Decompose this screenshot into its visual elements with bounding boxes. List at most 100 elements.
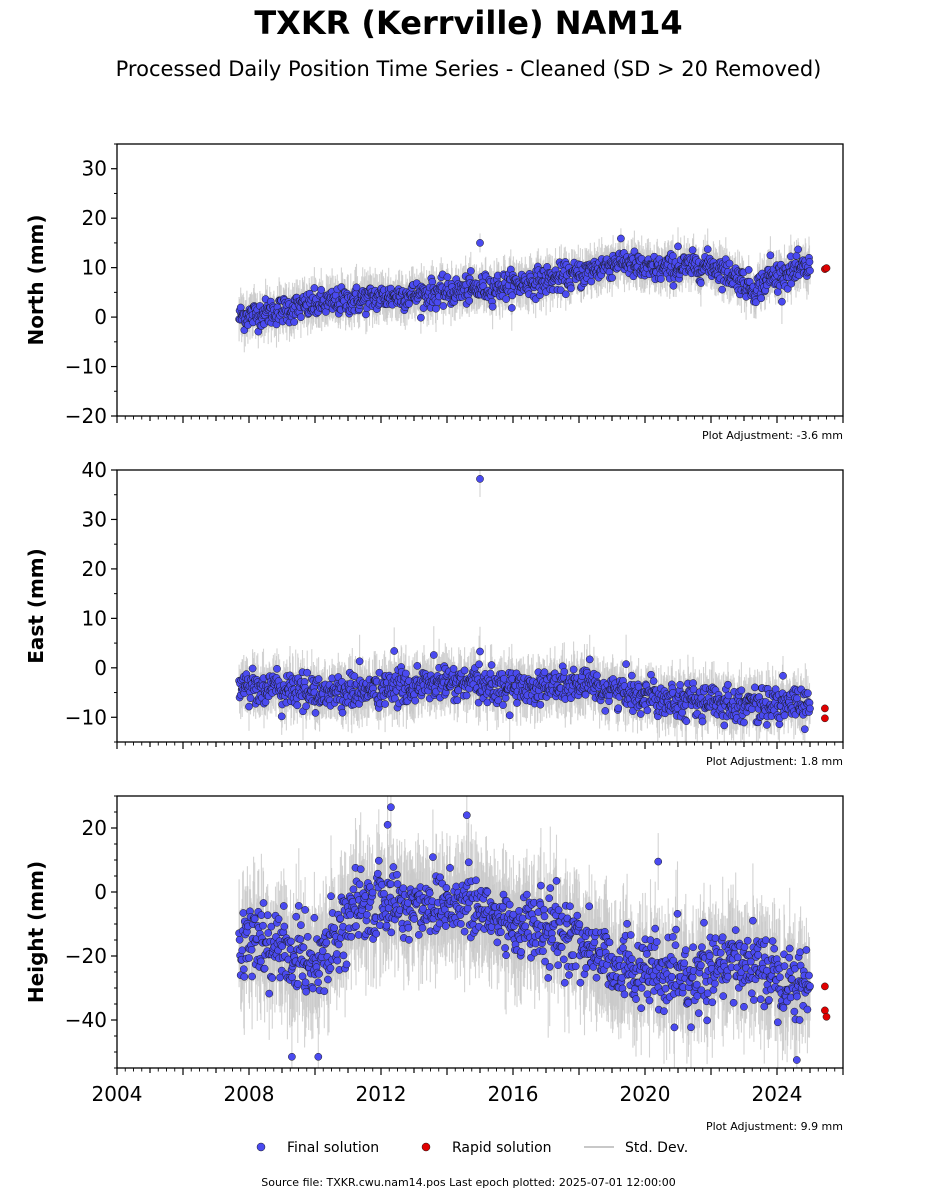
y-tick-label: 10: [82, 256, 107, 280]
final-point: [466, 267, 475, 275]
final-point: [682, 717, 691, 726]
final-point: [429, 651, 438, 659]
final-point: [724, 691, 733, 700]
final-point: [560, 667, 569, 676]
final-point: [476, 475, 484, 483]
final-point: [245, 702, 253, 711]
y-tick-label: 20: [82, 206, 107, 230]
final-point: [634, 683, 643, 691]
final-point: [454, 686, 463, 695]
final-point: [443, 273, 452, 281]
series-north: [235, 227, 831, 353]
final-point: [627, 671, 636, 680]
final-point: [806, 266, 814, 275]
final-points-north: [235, 234, 814, 336]
final-point: [413, 662, 422, 670]
final-point: [310, 284, 319, 292]
final-point: [502, 295, 510, 303]
panel-east: 40 30 20 10 0 −10 East (mm) Plot Adjustment: 1.…: [24, 458, 844, 768]
final-point: [657, 275, 665, 283]
final-point: [273, 664, 281, 673]
final-point: [536, 700, 545, 709]
final-point: [805, 258, 814, 266]
rapid-point: [821, 704, 829, 713]
final-point: [460, 666, 469, 675]
final-point: [462, 691, 471, 700]
final-point: [453, 696, 462, 705]
final-point: [622, 660, 630, 668]
final-point: [688, 246, 697, 254]
chart-subtitle: Processed Daily Position Time Series - C…: [115, 57, 822, 81]
final-point: [338, 708, 347, 717]
final-point: [390, 647, 399, 655]
final-point: [744, 266, 753, 274]
final-point: [649, 677, 658, 685]
final-point: [601, 707, 610, 715]
final-point: [794, 245, 802, 254]
final-point: [778, 297, 786, 306]
final-point: [614, 704, 623, 713]
final-point: [494, 696, 503, 705]
final-point: [352, 283, 361, 292]
final-point: [804, 689, 812, 698]
final-point: [757, 294, 766, 303]
final-point: [720, 721, 729, 730]
final-point: [402, 669, 410, 678]
y-tick-label: 20: [82, 557, 107, 581]
y-axis-label: North (mm): [24, 214, 48, 345]
y-axis-label: East (mm): [24, 548, 48, 664]
final-point: [779, 671, 787, 680]
final-point: [488, 302, 497, 311]
final-point: [643, 706, 652, 715]
final-point: [800, 725, 809, 734]
final-point: [302, 702, 310, 711]
final-point: [508, 291, 517, 300]
plot-adjustment: Plot Adjustment: 1.8 mm: [706, 755, 843, 768]
final-point: [751, 683, 759, 692]
final-point: [297, 313, 305, 322]
final-point: [476, 647, 484, 656]
y-tick-label: 40: [82, 458, 107, 482]
y-tick-label: 30: [82, 157, 107, 181]
final-point: [740, 718, 748, 727]
y-tick-label: 0: [94, 305, 107, 329]
y-tick-label: −20: [65, 404, 107, 428]
final-point: [561, 290, 570, 299]
final-point: [608, 273, 616, 282]
y-tick-label: −10: [65, 705, 107, 729]
final-point: [773, 288, 782, 296]
final-point: [766, 251, 775, 260]
final-point: [381, 700, 389, 708]
final-point: [669, 281, 678, 290]
final-point: [676, 680, 684, 689]
final-point: [763, 721, 771, 729]
final-point: [314, 675, 323, 683]
final-point: [355, 657, 364, 666]
final-points-east: [235, 475, 814, 734]
final-point: [487, 661, 496, 669]
final-point: [806, 704, 814, 713]
final-point: [569, 665, 578, 674]
panel-north: 30 20 10 0 −10 −20 North (mm) Plot Adjustment: …: [24, 143, 844, 442]
rapid-point: [822, 264, 831, 272]
y-tick-label: 0: [94, 656, 107, 680]
series-height: [235, 796, 831, 1068]
final-point: [507, 304, 516, 312]
final-point: [277, 712, 286, 721]
final-point: [780, 711, 789, 720]
final-point: [703, 245, 712, 254]
final-point: [725, 259, 734, 268]
final-point: [486, 669, 495, 678]
final-point: [585, 655, 594, 664]
final-point: [350, 672, 359, 681]
final-point: [587, 277, 596, 286]
final-point: [617, 234, 625, 243]
final-point: [581, 690, 590, 699]
final-point: [449, 664, 458, 673]
y-tick-label: 30: [82, 507, 107, 531]
final-point: [328, 674, 336, 683]
final-point: [317, 285, 326, 294]
final-point: [405, 299, 413, 308]
